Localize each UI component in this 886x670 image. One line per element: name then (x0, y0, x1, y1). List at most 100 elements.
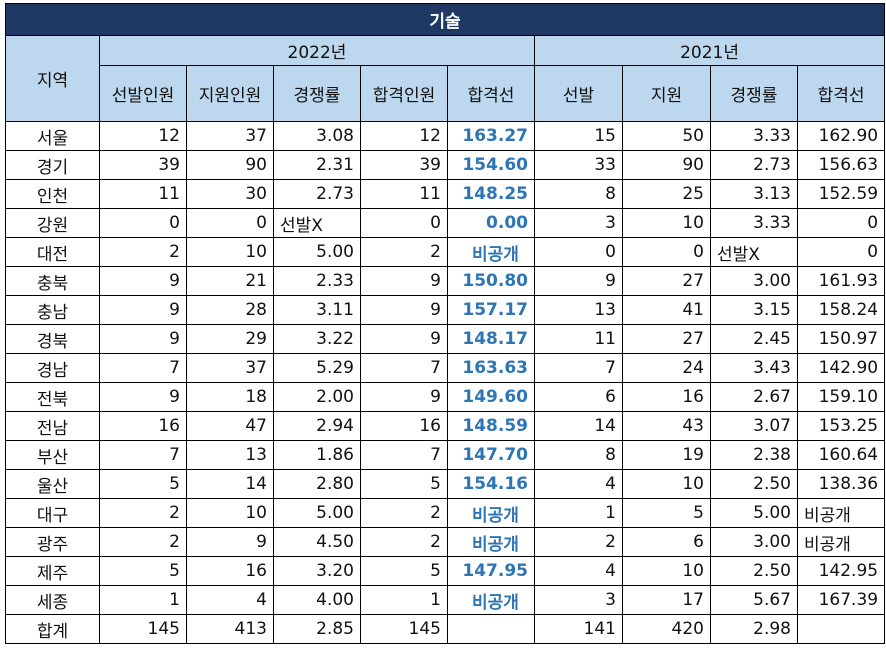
value-cell: 159.10 (796, 382, 886, 412)
col-header: 선발 (534, 65, 623, 122)
value-cell: 2.73 (710, 150, 798, 180)
value-cell: 150.97 (796, 324, 886, 354)
region-cell: 대구 (5, 498, 100, 528)
value-cell: 24 (622, 353, 711, 383)
col-header: 경쟁률 (710, 65, 798, 122)
value-cell: 9 (534, 266, 623, 296)
table-row: 경북 9 29 3.22 9 148.17 11 27 2.45 150.97 (5, 324, 886, 354)
value-cell: 3.33 (710, 121, 798, 151)
table-row: 충북 9 21 2.33 9 150.80 9 27 3.00 161.93 (5, 266, 886, 296)
region-cell: 경기 (5, 150, 100, 180)
region-cell: 부산 (5, 440, 100, 470)
value-cell: 2 (360, 498, 448, 528)
value-cell: 3.13 (710, 179, 798, 209)
value-cell: 10 (622, 208, 711, 238)
value-cell: 18 (186, 382, 274, 412)
value-cell: 5 (360, 556, 448, 586)
value-cell: 5.00 (273, 498, 361, 528)
value-cell: 2 (534, 527, 623, 557)
table-body: 서울 12 37 3.08 12 163.27 15 50 3.33 162.90 경기 39 90 2.… (5, 121, 886, 644)
value-cell: 0 (360, 208, 448, 238)
value-cell: 10 (186, 237, 274, 267)
value-cell: 1 (360, 585, 448, 615)
value-cell: 비공개 (796, 498, 886, 528)
table-row: 부산 7 13 1.86 7 147.70 8 19 2.38 160.64 (5, 440, 886, 470)
cutoff-2022-cell: 149.60 (447, 382, 535, 412)
value-cell: 3.33 (710, 208, 798, 238)
value-cell: 30 (186, 179, 274, 209)
value-cell: 9 (186, 527, 274, 557)
value-cell: 4 (534, 556, 623, 586)
value-cell: 162.90 (796, 121, 886, 151)
value-cell: 13 (534, 295, 623, 325)
value-cell: 2.50 (710, 556, 798, 586)
value-cell: 2.33 (273, 266, 361, 296)
table-row: 울산 5 14 2.80 5 154.16 4 10 2.50 138.36 (5, 469, 886, 499)
region-cell: 충북 (5, 266, 100, 296)
value-cell: 158.24 (796, 295, 886, 325)
value-cell: 50 (622, 121, 711, 151)
value-cell: 5.29 (273, 353, 361, 383)
value-cell: 16 (360, 411, 448, 441)
value-cell: 11 (360, 179, 448, 209)
value-cell: 2.00 (273, 382, 361, 412)
value-cell: 2.98 (710, 614, 798, 644)
region-cell: 강원 (5, 208, 100, 238)
cutoff-2022-cell: 157.17 (447, 295, 535, 325)
value-cell: 4 (186, 585, 274, 615)
region-cell: 인천 (5, 179, 100, 209)
table-row: 제주 5 16 3.20 5 147.95 4 10 2.50 142.95 (5, 556, 886, 586)
cutoff-2022-cell: 148.59 (447, 411, 535, 441)
region-cell: 울산 (5, 469, 100, 499)
value-cell: 2 (99, 527, 187, 557)
col-header: 합격선 (796, 65, 886, 122)
value-cell: 0 (622, 237, 711, 267)
value-cell: 5.00 (273, 237, 361, 267)
value-cell: 7 (360, 440, 448, 470)
col-header: 선발인원 (99, 65, 187, 122)
cutoff-2022-cell (447, 614, 535, 644)
value-cell: 3.15 (710, 295, 798, 325)
region-cell: 충남 (5, 295, 100, 325)
value-cell: 138.36 (796, 469, 886, 499)
table-row: 경기 39 90 2.31 39 154.60 33 90 2.73 156.63 (5, 150, 886, 180)
value-cell: 27 (622, 324, 711, 354)
cutoff-2022-cell: 147.95 (447, 556, 535, 586)
table-row: 전남 16 47 2.94 16 148.59 14 43 3.07 153.25 (5, 411, 886, 441)
value-cell: 3.00 (710, 527, 798, 557)
cutoff-2022-cell: 163.63 (447, 353, 535, 383)
competition-table: 기술 지역 2022년 2021년 선발인원 지원인원 경쟁률 합격인원 합격선… (4, 3, 886, 644)
value-cell: 9 (360, 295, 448, 325)
value-cell: 1 (99, 585, 187, 615)
value-cell: 160.64 (796, 440, 886, 470)
value-cell: 39 (99, 150, 187, 180)
value-cell: 13 (186, 440, 274, 470)
value-cell: 6 (534, 382, 623, 412)
value-cell: 2 (360, 527, 448, 557)
region-cell: 경북 (5, 324, 100, 354)
value-cell: 16 (186, 556, 274, 586)
year-2021-header: 2021년 (533, 35, 886, 66)
col-header: 지원 (622, 65, 711, 122)
value-cell: 9 (99, 382, 187, 412)
table-row: 서울 12 37 3.08 12 163.27 15 50 3.33 162.90 (5, 121, 886, 151)
cutoff-2022-cell: 비공개 (447, 498, 535, 528)
value-cell: 145 (99, 614, 187, 644)
value-cell: 0 (99, 208, 187, 238)
value-cell: 9 (99, 324, 187, 354)
value-cell: 39 (360, 150, 448, 180)
table-row: 세종 1 4 4.00 1 비공개 3 17 5.67 167.39 (5, 585, 886, 615)
value-cell: 선발X (273, 208, 361, 238)
cutoff-2022-cell: 148.17 (447, 324, 535, 354)
value-cell: 161.93 (796, 266, 886, 296)
value-cell: 28 (186, 295, 274, 325)
value-cell: 8 (534, 440, 623, 470)
value-cell: 3.43 (710, 353, 798, 383)
value-cell: 5 (99, 469, 187, 499)
total-row: 합계 145 413 2.85 145 141 420 2.98 (5, 614, 886, 644)
region-header: 지역 (5, 35, 100, 122)
table-row: 경남 7 37 5.29 7 163.63 7 24 3.43 142.90 (5, 353, 886, 383)
value-cell: 9 (360, 382, 448, 412)
value-cell: 37 (186, 121, 274, 151)
value-cell: 3.08 (273, 121, 361, 151)
